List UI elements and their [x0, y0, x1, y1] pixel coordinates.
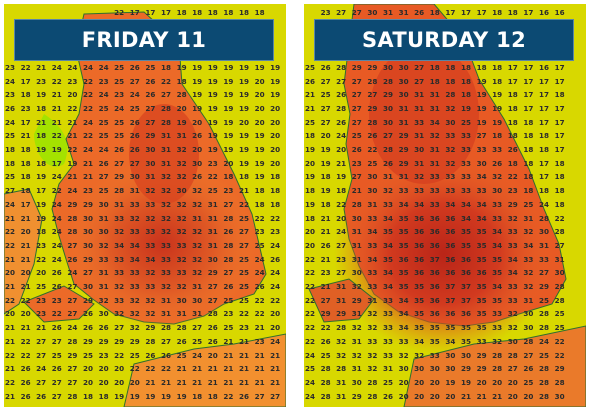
temperature-value: 20	[266, 323, 284, 332]
temperature-value: 19	[266, 90, 284, 99]
temperature-value: 30	[551, 392, 569, 401]
temperature-value: 31	[551, 255, 569, 264]
saturday-title-banner: SATURDAY 12	[314, 19, 574, 61]
temperature-value: 19	[266, 63, 284, 72]
temperature-value: 26	[266, 255, 284, 264]
saturday-title: SATURDAY 12	[362, 28, 526, 52]
temperature-value: 20	[266, 131, 284, 140]
temperature-value: 20	[266, 145, 284, 154]
temperature-value: 17	[551, 104, 569, 113]
temperature-value: 20	[266, 104, 284, 113]
temperature-value: 20	[266, 159, 284, 168]
temperature-value: 18	[551, 172, 569, 181]
temperature-value: 22	[551, 214, 569, 223]
temperature-value: 29	[551, 364, 569, 373]
temperature-value: 24	[266, 241, 284, 250]
temperature-value: 18	[251, 8, 269, 17]
temperature-value: 22	[266, 296, 284, 305]
temperature-value: 28	[551, 282, 569, 291]
friday-map-panel: 22 17 17 17 18 18 18 18 18 18 23 22 21 24 24 24 24 25 26 25…	[4, 4, 286, 407]
temperature-value: 22	[551, 351, 569, 360]
saturday-map-panel: 23 27 27 30 31 31 26 18 17 17 17 18 18 17 16 16 25 26 28 29…	[304, 4, 586, 407]
temperature-value: 24	[266, 268, 284, 277]
temperature-value: 20	[266, 309, 284, 318]
temperature-value: 20	[266, 118, 284, 127]
friday-temperature-grid: 22 17 17 17 18 18 18 18 18 18 23 22 21 24 24 24 24 25 26 25…	[4, 4, 286, 407]
temperature-value: 18	[551, 200, 569, 209]
temperature-value: 23	[266, 227, 284, 236]
temperature-value: 19	[266, 77, 284, 86]
temperature-value: 28	[551, 378, 569, 387]
saturday-temperature-grid: 23 27 27 30 31 31 26 18 17 17 17 18 18 17 16 16 25 26 28 29…	[304, 4, 586, 407]
temperature-value: 21	[266, 378, 284, 387]
temperature-value: 18	[266, 186, 284, 195]
temperature-value: 17	[551, 118, 569, 127]
temperature-value: 18	[551, 159, 569, 168]
temperature-value: 17	[551, 77, 569, 86]
friday-title-banner: FRIDAY 11	[14, 19, 274, 61]
temperature-value: 24	[266, 337, 284, 346]
temperature-value: 18	[551, 90, 569, 99]
temperature-value: 17	[551, 131, 569, 140]
temperature-value: 17	[551, 63, 569, 72]
temperature-value: 28	[551, 296, 569, 305]
temperature-value: 17	[551, 145, 569, 154]
temperature-value: 27	[551, 241, 569, 250]
temperature-value: 18	[551, 186, 569, 195]
temperature-value: 16	[551, 8, 569, 17]
temperature-value: 22	[551, 337, 569, 346]
friday-title: FRIDAY 11	[82, 28, 206, 52]
temperature-value: 22	[266, 214, 284, 223]
temperature-value: 28	[551, 227, 569, 236]
temperature-value: 30	[551, 268, 569, 277]
temperature-value: 27	[266, 392, 284, 401]
temperature-value: 25	[551, 309, 569, 318]
temperature-value: 21	[266, 364, 284, 373]
temperature-value: 21	[266, 351, 284, 360]
temperature-value: 18	[266, 172, 284, 181]
temperature-value: 24	[266, 282, 284, 291]
temperature-value: 18	[266, 200, 284, 209]
temperature-value: 25	[551, 323, 569, 332]
